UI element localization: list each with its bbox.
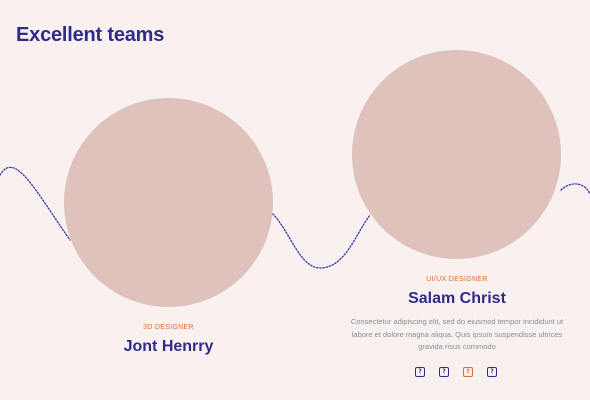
team-member-photo-2	[352, 50, 561, 259]
social-icon-4[interactable]: ?	[487, 367, 497, 377]
team-member-role: UI/UX DESIGNER	[426, 276, 488, 283]
team-member-role: 3D DESIGNER	[143, 324, 194, 331]
team-member-name[interactable]: Jont Henrry	[123, 338, 214, 355]
team-member-bio: Consectetur adipiscing elit, sed do eius…	[350, 317, 564, 351]
section-title: Excellent teams	[16, 24, 165, 46]
social-icon-2[interactable]: ?	[439, 367, 449, 377]
social-links: ? ? ? ?	[415, 367, 497, 377]
team-member-photo-1	[64, 98, 273, 307]
team-member-card-2: UI/UX DESIGNER Salam Christ Consectetur …	[345, 275, 569, 354]
team-member-name[interactable]: Salam Christ	[408, 290, 506, 307]
social-icon-1[interactable]: ?	[415, 367, 425, 377]
social-icon-3[interactable]: ?	[463, 367, 473, 377]
team-member-card-1: 3D DESIGNER Jont Henrry	[64, 323, 273, 357]
